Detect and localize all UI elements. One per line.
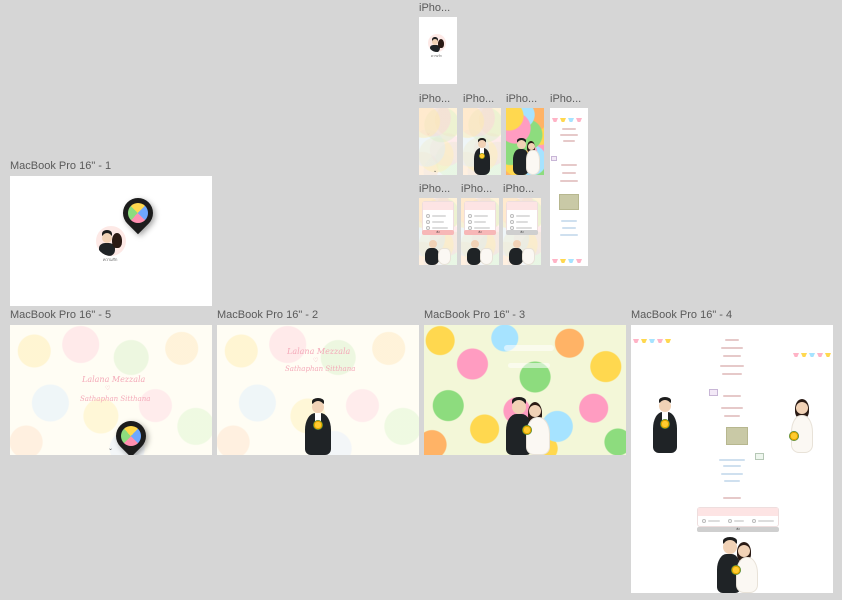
frame-label-iphone-r3a[interactable]: iPho... bbox=[419, 183, 451, 195]
bunting-icon bbox=[793, 347, 833, 357]
groom-name: Sathaphan Sitthana bbox=[80, 395, 151, 403]
couple-illustration bbox=[507, 238, 537, 265]
bunting-icon bbox=[633, 333, 673, 343]
groom-illustration bbox=[474, 138, 490, 175]
frame-label-iphone-r2d[interactable]: iPho... bbox=[550, 93, 582, 105]
rsvp-card bbox=[422, 201, 454, 235]
submit-button[interactable]: ส่ง bbox=[506, 230, 538, 235]
frame-label-macbook-2[interactable]: MacBook Pro 16" - 2 bbox=[217, 309, 319, 321]
frame-macbook-3[interactable] bbox=[424, 325, 626, 455]
chevron-down-icon[interactable]: ⌄ bbox=[108, 446, 114, 452]
envelope-icon bbox=[551, 156, 557, 161]
frame-label-iphone-r3c[interactable]: iPho... bbox=[503, 183, 535, 195]
bunting-icon bbox=[552, 112, 586, 122]
frame-label-macbook-5[interactable]: MacBook Pro 16" - 5 bbox=[10, 309, 112, 321]
frame-macbook-1[interactable]: ความรัก bbox=[10, 176, 212, 306]
submit-button[interactable]: ส่ง bbox=[422, 230, 454, 235]
frame-label-iphone-top[interactable]: iPho... bbox=[419, 2, 451, 14]
submit-button[interactable]: ส่ง bbox=[464, 230, 496, 235]
heart-icon: ♡ bbox=[313, 357, 319, 364]
frame-iphone-r2a[interactable]: ♡ ⌄ bbox=[419, 108, 457, 175]
envelope-icon bbox=[755, 453, 764, 460]
groom-illustration bbox=[305, 398, 331, 455]
map-pin-icon[interactable] bbox=[116, 191, 160, 235]
frame-label-macbook-3[interactable]: MacBook Pro 16" - 3 bbox=[424, 309, 526, 321]
couple-illustration bbox=[423, 238, 453, 265]
frame-iphone-r3a[interactable]: ส่ง bbox=[419, 198, 457, 265]
frame-iphone-r2c[interactable] bbox=[506, 108, 544, 175]
couple-illustration bbox=[504, 397, 552, 455]
frame-macbook-4[interactable]: ส่ง bbox=[631, 325, 833, 593]
couple-illustration bbox=[511, 138, 541, 175]
couple-avatar bbox=[428, 34, 446, 52]
avatar-caption: ความรัก bbox=[431, 54, 442, 58]
frame-iphone-r2d-long[interactable] bbox=[550, 108, 588, 266]
frame-macbook-5[interactable]: Lalana Mezzala ♡ Sathaphan Sitthana ⌄ bbox=[10, 325, 212, 455]
frame-label-macbook-4[interactable]: MacBook Pro 16" - 4 bbox=[631, 309, 733, 321]
frame-label-iphone-r2a[interactable]: iPho... bbox=[419, 93, 451, 105]
frame-iphone-r3b[interactable]: ส่ง bbox=[461, 198, 499, 265]
frame-label-iphone-r3b[interactable]: iPho... bbox=[461, 183, 493, 195]
bride-illustration bbox=[789, 399, 815, 453]
frame-label-iphone-r2b[interactable]: iPho... bbox=[463, 93, 495, 105]
rsvp-card bbox=[697, 507, 779, 527]
groom-name: Sathaphan Sitthana bbox=[285, 365, 356, 373]
photo-placeholder bbox=[726, 427, 748, 445]
heart-icon: ♡ bbox=[105, 385, 111, 392]
couple-avatar bbox=[96, 226, 126, 256]
couple-illustration bbox=[715, 537, 759, 593]
frame-macbook-2[interactable]: Lalana Mezzala ♡ Sathaphan Sitthana bbox=[217, 325, 419, 455]
map-pin-icon[interactable] bbox=[109, 414, 153, 455]
bride-name: Lalana Mezzala bbox=[82, 375, 146, 384]
frame-label-macbook-1[interactable]: MacBook Pro 16" - 1 bbox=[10, 160, 112, 172]
submit-button[interactable]: ส่ง bbox=[697, 527, 779, 532]
chevron-down-icon[interactable]: ⌄ bbox=[433, 168, 438, 174]
photo-placeholder bbox=[559, 194, 579, 210]
frame-iphone-top[interactable]: ความรัก bbox=[419, 17, 457, 84]
couple-names-small: ♡ bbox=[427, 132, 430, 136]
envelope-icon bbox=[709, 389, 718, 396]
frame-iphone-r2b[interactable] bbox=[463, 108, 501, 175]
avatar-caption: ความรัก bbox=[103, 257, 118, 262]
bunting-icon bbox=[552, 253, 586, 263]
groom-illustration bbox=[653, 397, 677, 453]
bride-name: Lalana Mezzala bbox=[287, 347, 351, 356]
couple-illustration bbox=[465, 238, 495, 265]
frame-label-iphone-r2c[interactable]: iPho... bbox=[506, 93, 538, 105]
frame-iphone-r3c[interactable]: ส่ง bbox=[503, 198, 541, 265]
